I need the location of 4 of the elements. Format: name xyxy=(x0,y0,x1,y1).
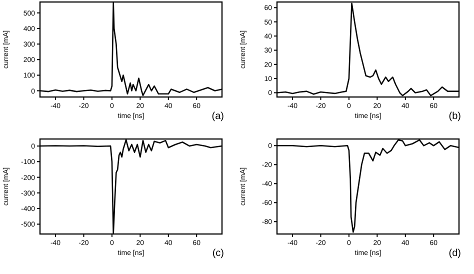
text: (b) xyxy=(448,111,461,122)
text: (c) xyxy=(212,248,224,259)
text: (d) xyxy=(448,248,461,259)
text: (a) xyxy=(212,111,224,122)
